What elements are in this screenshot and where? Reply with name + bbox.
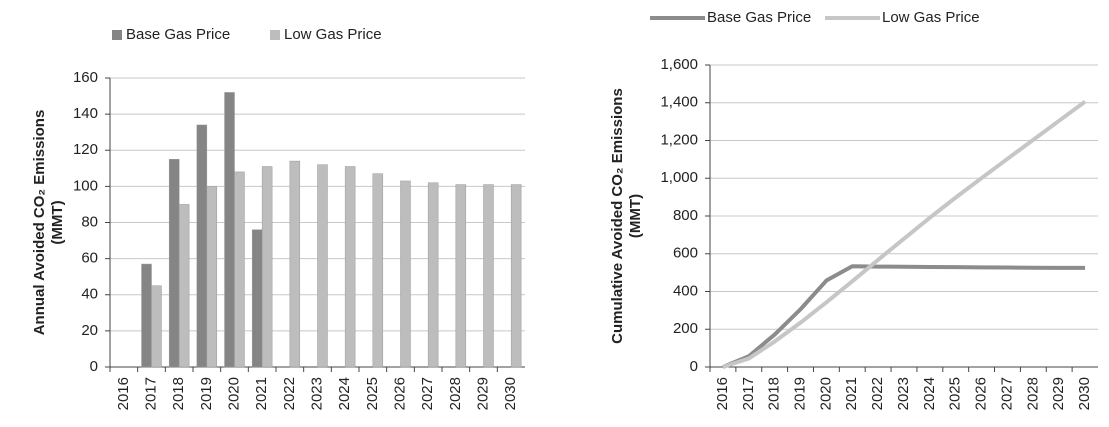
y-tick-label: 1,400 xyxy=(660,94,698,111)
bar xyxy=(206,186,218,368)
x-tick-label: 2024 xyxy=(336,377,353,410)
x-tick-label: 2023 xyxy=(895,377,912,410)
x-tick-label: 2022 xyxy=(869,377,886,410)
chart: 0 20 40 60 80 100 120 140 160 2016 2017 2018 2019 202… xyxy=(31,26,525,410)
legend-label: Base Gas Price xyxy=(707,9,811,26)
legend-swatch xyxy=(112,30,122,40)
x-tick-label: 2020 xyxy=(225,377,242,410)
y-tick-label: 200 xyxy=(673,320,698,337)
chart: 0 200 400 600 800 1,000 1,200 1,400 1,600 2016 201… xyxy=(609,9,1098,410)
y-axis-label: Cumulative Avoided CO₂ Emissions(MMT) xyxy=(609,88,644,344)
x-tick-label: 2019 xyxy=(792,377,809,410)
bar xyxy=(141,263,152,368)
bar xyxy=(234,171,245,368)
x-tick-label: 2029 xyxy=(1050,377,1067,410)
x-tick-label: 2027 xyxy=(419,377,436,410)
x-tick-label: 2018 xyxy=(170,377,187,410)
y-axis-label: Annual Avoided CO₂ Emissions(MMT) xyxy=(31,110,66,336)
x-tick-label: 2020 xyxy=(817,377,834,410)
x-tick-label: 2030 xyxy=(502,377,519,410)
bar xyxy=(483,184,494,368)
y-tick-label: 0 xyxy=(90,358,98,375)
x-tick-label: 2016 xyxy=(714,377,731,410)
bar xyxy=(344,166,356,368)
y-tick-label: 80 xyxy=(81,213,98,230)
bar xyxy=(427,182,439,368)
y-tick-label: 40 xyxy=(81,286,98,303)
legend-label: Low Gas Price xyxy=(882,9,980,26)
y-tick-label: 0 xyxy=(690,358,698,375)
x-tick-label: 2026 xyxy=(973,377,990,410)
bar xyxy=(251,229,263,368)
line xyxy=(722,264,1086,369)
bar xyxy=(455,184,467,368)
y-axis-label-line: (MMT) xyxy=(627,194,644,238)
y-tick-label: 1,200 xyxy=(660,131,698,148)
y-tick-label: 20 xyxy=(81,322,98,339)
x-tick-label: 2027 xyxy=(998,377,1015,410)
y-tick-label: 400 xyxy=(673,282,698,299)
x-tick-label: 2021 xyxy=(253,377,270,410)
legend-swatch xyxy=(270,30,280,40)
x-tick-label: 2025 xyxy=(947,377,964,410)
bar xyxy=(372,173,384,368)
x-tick-label: 2016 xyxy=(115,377,132,410)
y-tick-label: 1,600 xyxy=(660,56,698,73)
x-tick-label: 2024 xyxy=(921,377,938,410)
bar xyxy=(178,204,190,368)
bar xyxy=(151,285,162,368)
y-tick-label: 120 xyxy=(73,141,98,158)
x-tick-label: 2023 xyxy=(308,377,325,410)
bar xyxy=(400,180,411,368)
bar xyxy=(289,160,301,368)
bar xyxy=(510,184,522,368)
y-tick-label: 140 xyxy=(73,105,98,122)
x-tick-label: 2021 xyxy=(843,377,860,410)
legend-label: Low Gas Price xyxy=(284,26,382,43)
y-tick-label: 800 xyxy=(673,207,698,224)
x-tick-label: 2018 xyxy=(766,377,783,410)
line xyxy=(722,100,1087,369)
x-tick-label: 2028 xyxy=(1024,377,1041,410)
x-tick-label: 2026 xyxy=(391,377,408,410)
x-tick-label: 2022 xyxy=(281,377,298,410)
y-axis-label-line: Annual Avoided CO₂ Emissions xyxy=(31,110,48,336)
x-tick-label: 2019 xyxy=(198,377,215,410)
y-tick-label: 60 xyxy=(81,250,98,267)
y-axis-label-line: Cumulative Avoided CO₂ Emissions xyxy=(609,88,626,344)
x-tick-label: 2017 xyxy=(740,377,757,410)
y-axis-label-line: (MMT) xyxy=(49,200,66,244)
y-tick-label: 1,000 xyxy=(660,169,698,186)
y-tick-label: 160 xyxy=(73,69,98,86)
x-tick-label: 2030 xyxy=(1076,377,1093,410)
bar xyxy=(168,159,180,368)
x-tick-label: 2028 xyxy=(447,377,464,410)
legend-label: Base Gas Price xyxy=(126,26,230,43)
x-tick-label: 2025 xyxy=(364,377,381,410)
y-tick-label: 100 xyxy=(73,177,98,194)
bar xyxy=(317,164,328,368)
x-tick-label: 2029 xyxy=(474,377,491,410)
bar xyxy=(224,92,235,368)
x-tick-label: 2017 xyxy=(142,377,159,410)
bar xyxy=(261,166,273,368)
y-tick-label: 600 xyxy=(673,245,698,262)
bar xyxy=(196,124,208,368)
